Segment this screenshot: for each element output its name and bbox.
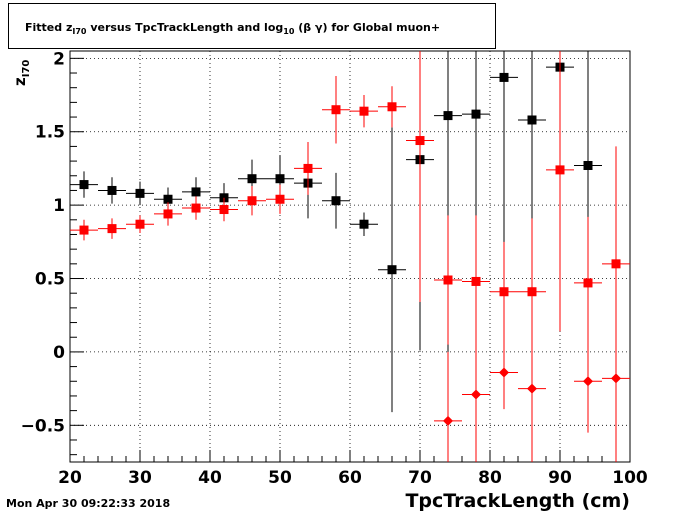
x-tick-label: 100 (612, 468, 648, 488)
title-middle: versus TpcTrackLength and log (86, 21, 284, 34)
plot-frame (69, 50, 631, 463)
data-point-square (79, 225, 89, 235)
data-point-square (191, 203, 201, 213)
data-point-square (387, 102, 397, 112)
data-point-square (443, 275, 453, 285)
data-point-square (79, 180, 89, 190)
x-tick-label: 60 (338, 468, 362, 488)
data-point-square (471, 109, 481, 119)
data-point-square (359, 219, 369, 229)
data-point-square (527, 115, 537, 125)
chart-title-box: Fitted zI70 versus TpcTrackLength and lo… (8, 3, 496, 49)
x-tick-label: 50 (268, 468, 292, 488)
data-point-square (135, 219, 145, 229)
data-point-diamond (471, 389, 481, 400)
data-point-square (527, 287, 537, 297)
y-tick-label: 1 (53, 196, 65, 216)
data-point-square (331, 105, 341, 115)
data-point-diamond (443, 415, 453, 426)
data-point-square (499, 287, 509, 297)
data-point-square (303, 163, 313, 173)
data-point-diamond (499, 367, 509, 378)
chart-title: Fitted zI70 versus TpcTrackLength and lo… (25, 21, 440, 36)
x-tick-label: 90 (548, 468, 572, 488)
y-tick-label: 0 (53, 343, 65, 363)
title-log-subscript: 10 (283, 27, 295, 37)
x-tick-label: 80 (478, 468, 502, 488)
data-point-square (359, 106, 369, 116)
data-point-square (135, 188, 145, 198)
data-point-square (219, 205, 229, 215)
data-point-square (275, 194, 285, 204)
data-point-square (331, 196, 341, 206)
data-point-diamond (527, 383, 537, 394)
title-prefix: Fitted z (25, 21, 73, 34)
y-axis-label-subscript: I70 (21, 59, 32, 78)
data-point-square (611, 259, 621, 269)
data-point-square (191, 187, 201, 197)
data-point-square (247, 196, 257, 206)
title-suffix: (β γ) for Global muon+ (294, 21, 441, 34)
data-point-square (107, 185, 117, 195)
data-point-square (499, 72, 509, 82)
data-point-square (275, 174, 285, 184)
x-tick-label: 30 (128, 468, 152, 488)
x-tick-label: 70 (408, 468, 432, 488)
data-point-square (415, 136, 425, 146)
data-point-square (471, 276, 481, 286)
y-axis-label-main: z (11, 77, 29, 86)
x-tick-label: 40 (198, 468, 222, 488)
data-point-square (583, 278, 593, 288)
data-point-square (555, 165, 565, 175)
data-point-square (107, 224, 117, 234)
data-point-square (163, 209, 173, 219)
data-point-square (583, 160, 593, 170)
timestamp: Mon Apr 30 09:22:33 2018 (6, 497, 171, 510)
data-point-square (443, 111, 453, 121)
data-point-square (387, 265, 397, 275)
x-axis-label: TpcTrackLength (cm) (405, 490, 630, 512)
data-point-square (247, 174, 257, 184)
data-point-square (163, 194, 173, 204)
y-tick-label: 2 (53, 49, 65, 69)
y-tick-label: −0.5 (21, 416, 65, 436)
x-tick-label: 20 (58, 468, 82, 488)
y-tick-label: 1.5 (35, 123, 65, 143)
title-z-subscript: I70 (72, 27, 87, 37)
y-axis-label: zI70 (10, 59, 32, 86)
data-point-diamond (611, 373, 621, 384)
y-tick-label: 0.5 (35, 270, 65, 290)
data-point-diamond (583, 376, 593, 387)
